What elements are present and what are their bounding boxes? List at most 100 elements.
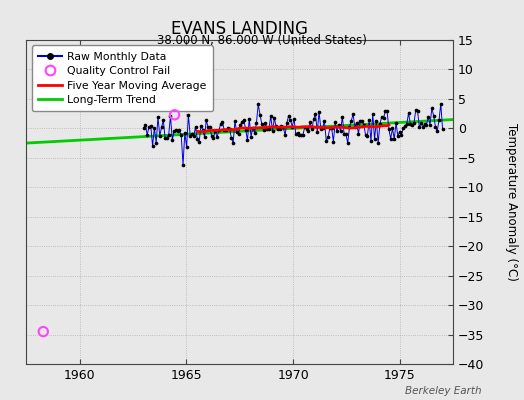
Text: 38.000 N, 86.000 W (United States): 38.000 N, 86.000 W (United States) [157,34,367,47]
Point [422,121,431,128]
Point [256,111,264,118]
Point [397,132,406,138]
Point [250,130,259,136]
Point [281,132,289,138]
Point [259,127,268,134]
Point [195,139,203,145]
Point [431,123,440,130]
Point [372,118,380,124]
Point [191,124,200,130]
Point [148,143,157,150]
Point [252,120,260,126]
Point [258,121,266,127]
Point [181,130,189,136]
Point [274,126,282,132]
Point [139,125,148,132]
Point [190,133,198,139]
Point [254,101,263,108]
Point [277,123,286,130]
Point [329,138,337,145]
Point [315,108,323,115]
Point [420,121,429,127]
Point [334,122,343,128]
Point [424,114,432,120]
Point [377,114,386,120]
Point [182,144,191,150]
Point [206,124,214,130]
Point [179,162,187,168]
Legend: Raw Monthly Data, Quality Control Fail, Five Year Moving Average, Long-Term Tren: Raw Monthly Data, Quality Control Fail, … [31,46,213,112]
Point [222,127,230,133]
Point [405,110,413,116]
Point [170,112,179,118]
Point [368,111,377,117]
Point [263,126,271,132]
Point [310,116,318,122]
Point [439,126,447,132]
Point [147,123,155,129]
Point [267,113,275,119]
Point [186,132,194,139]
Point [401,123,409,130]
Point [225,126,234,132]
Point [288,123,297,130]
Point [367,138,375,144]
Point [239,116,248,123]
Point [387,136,395,142]
Point [358,118,366,124]
Point [141,122,150,128]
Point [433,128,441,134]
Point [320,118,329,124]
Point [363,133,372,139]
Point [362,132,370,138]
Point [279,123,288,130]
Point [224,125,232,132]
Point [435,117,443,124]
Point [349,111,357,118]
Point [426,122,434,128]
Point [313,128,321,135]
Point [202,117,211,123]
Point [311,111,320,118]
Point [383,108,391,114]
Point [293,130,302,137]
Point [243,137,252,143]
Point [229,140,237,146]
Point [338,114,346,120]
Point [306,119,314,126]
Point [184,112,193,118]
Point [199,126,207,133]
Point [406,121,414,127]
Text: Berkeley Earth: Berkeley Earth [406,386,482,396]
Point [227,135,236,141]
Point [208,133,216,140]
Point [236,122,245,128]
Point [390,136,398,142]
Point [166,112,174,119]
Point [436,101,445,107]
Point [159,117,168,124]
Point [193,136,202,142]
Point [173,128,182,134]
Point [231,118,239,124]
Point [157,124,166,130]
Point [365,117,374,123]
Point [295,132,303,139]
Point [238,118,246,125]
Point [419,124,427,130]
Point [177,132,185,138]
Point [216,121,225,128]
Point [333,128,341,135]
Point [399,125,407,132]
Point [430,113,438,119]
Point [161,135,169,142]
Point [233,129,241,136]
Point [347,117,355,124]
Point [413,108,422,114]
Point [325,125,334,132]
Point [290,116,298,122]
Point [209,135,217,141]
Point [388,125,397,132]
Point [220,127,228,133]
Point [331,119,340,126]
